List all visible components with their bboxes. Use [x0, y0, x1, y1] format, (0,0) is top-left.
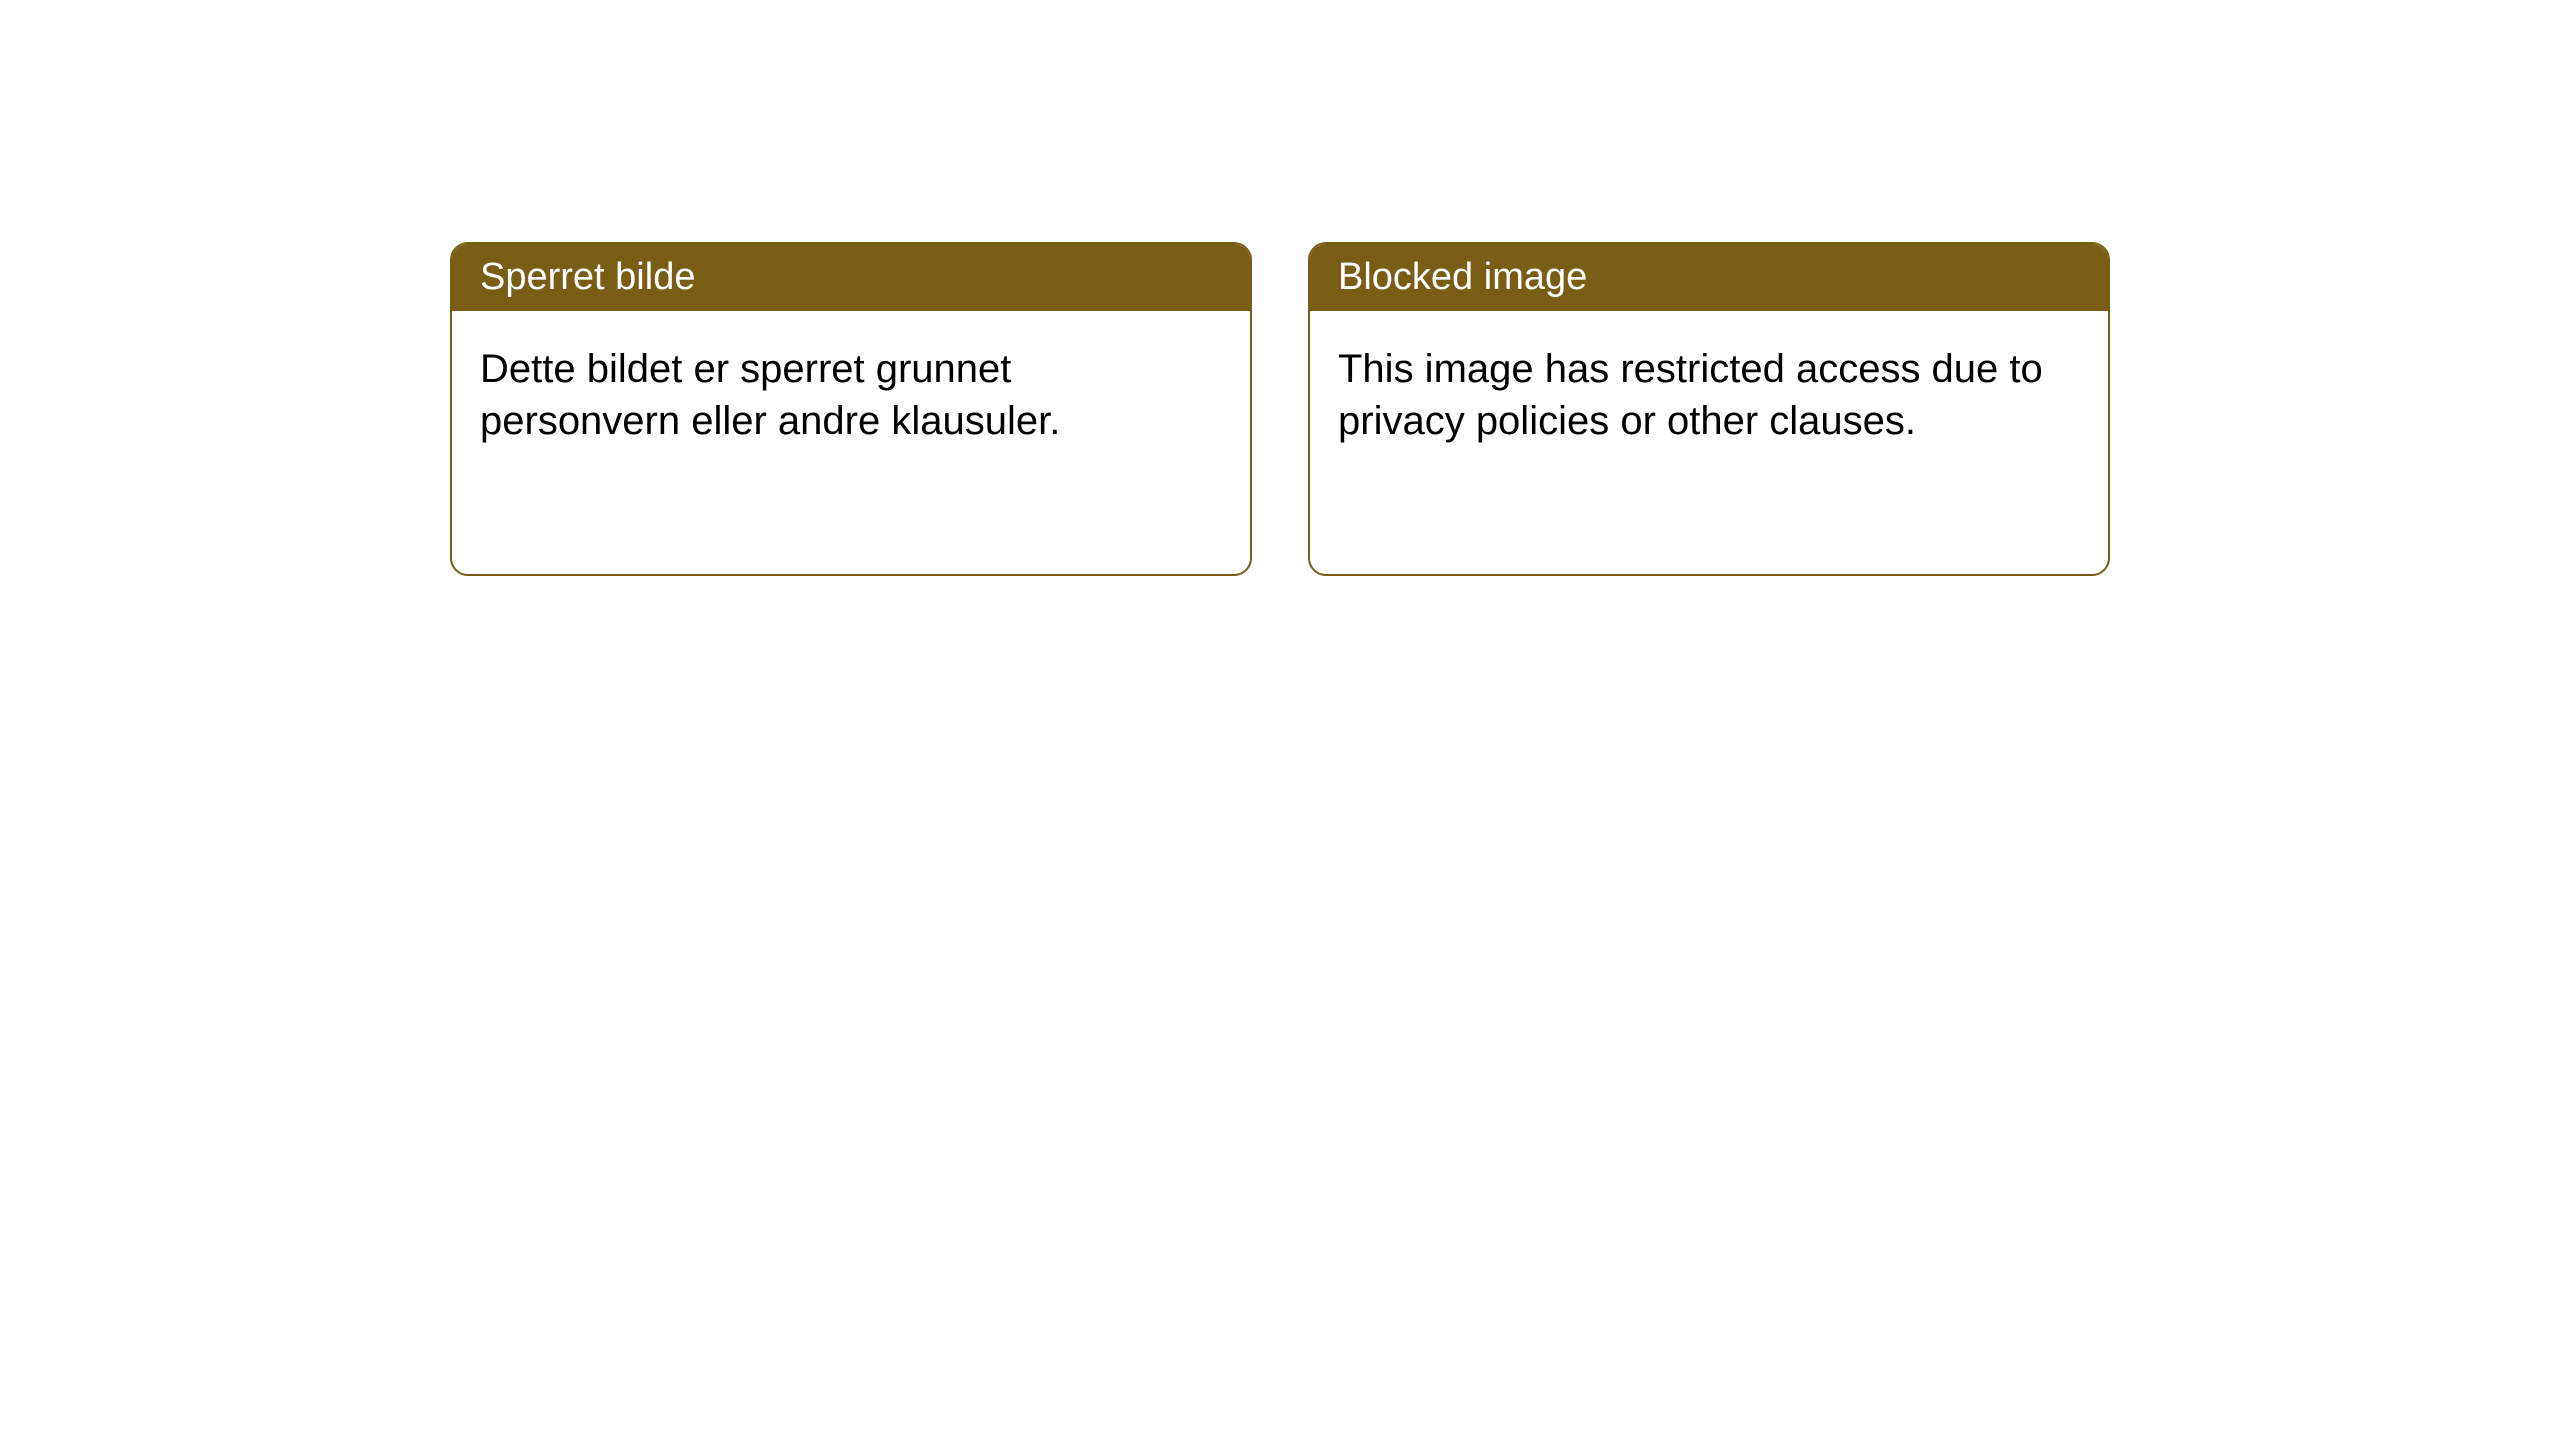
- card-body-text: Dette bildet er sperret grunnet personve…: [480, 347, 1060, 443]
- card-header: Sperret bilde: [452, 244, 1250, 311]
- card-body: Dette bildet er sperret grunnet personve…: [452, 311, 1250, 479]
- card-container: Sperret bilde Dette bildet er sperret gr…: [450, 242, 2110, 576]
- blocked-image-card-norwegian: Sperret bilde Dette bildet er sperret gr…: [450, 242, 1252, 576]
- card-body-text: This image has restricted access due to …: [1338, 347, 2043, 443]
- card-title: Sperret bilde: [480, 256, 695, 298]
- card-body: This image has restricted access due to …: [1310, 311, 2108, 479]
- card-title: Blocked image: [1338, 256, 1587, 298]
- card-header: Blocked image: [1310, 244, 2108, 311]
- blocked-image-card-english: Blocked image This image has restricted …: [1308, 242, 2110, 576]
